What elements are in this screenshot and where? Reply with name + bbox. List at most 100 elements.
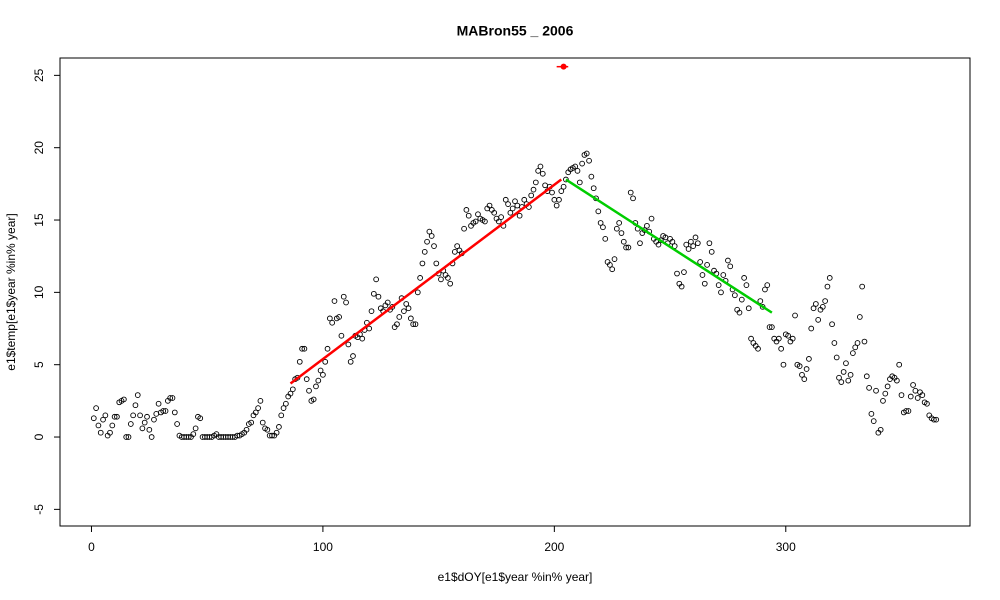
point — [463, 207, 470, 213]
point — [725, 257, 731, 264]
point — [718, 289, 724, 296]
point — [704, 262, 710, 268]
point — [551, 196, 558, 203]
point — [102, 412, 109, 419]
point — [625, 244, 632, 251]
fit-line — [289, 178, 563, 385]
point — [299, 345, 305, 352]
point — [678, 283, 685, 290]
point — [894, 377, 900, 384]
point — [148, 434, 155, 440]
point — [692, 234, 699, 241]
point — [595, 208, 602, 215]
x-tick-label: 200 — [544, 540, 564, 554]
point — [438, 276, 444, 283]
point — [706, 240, 713, 247]
y-tick-label: 5 — [32, 361, 46, 368]
y-tick-label: 15 — [32, 213, 46, 227]
point — [602, 235, 609, 242]
point — [623, 244, 629, 251]
point — [373, 276, 379, 283]
plot-frame — [59, 57, 971, 527]
point — [347, 358, 354, 365]
marker-point — [560, 63, 567, 70]
point — [931, 416, 937, 423]
point — [785, 332, 791, 339]
point — [403, 301, 410, 307]
point — [655, 241, 662, 248]
y-tick-label: 0 — [32, 433, 46, 440]
x-tick-label: 0 — [88, 540, 95, 554]
point — [394, 321, 400, 328]
point — [454, 243, 460, 249]
point — [896, 361, 903, 368]
point — [681, 269, 687, 275]
point — [579, 160, 585, 167]
point — [428, 233, 435, 239]
point — [866, 384, 872, 391]
point — [822, 298, 828, 304]
point — [123, 434, 130, 440]
point — [683, 241, 690, 248]
point — [558, 188, 565, 194]
point — [907, 393, 914, 400]
point — [933, 416, 940, 423]
point — [898, 392, 905, 398]
point — [697, 259, 703, 265]
point — [331, 298, 338, 304]
y-tick-label: 10 — [32, 285, 46, 299]
point — [498, 214, 504, 220]
point — [414, 289, 421, 296]
point — [572, 163, 579, 170]
point — [755, 345, 761, 352]
point — [257, 398, 264, 404]
point — [808, 325, 815, 332]
point — [287, 390, 294, 397]
point — [90, 415, 97, 422]
point — [410, 321, 417, 328]
point — [472, 218, 479, 225]
point — [192, 425, 199, 432]
point — [327, 315, 333, 322]
point — [324, 345, 331, 352]
point — [350, 353, 356, 359]
point — [597, 220, 604, 226]
point — [648, 215, 655, 222]
point — [627, 189, 634, 196]
point — [590, 185, 597, 192]
point — [801, 376, 808, 383]
point — [153, 411, 160, 417]
point — [273, 429, 280, 436]
point — [766, 324, 773, 330]
point — [329, 319, 336, 326]
point — [613, 225, 620, 232]
point — [609, 266, 616, 273]
point — [132, 402, 139, 409]
point — [366, 325, 373, 332]
point — [532, 179, 539, 186]
point — [644, 222, 650, 229]
point — [243, 426, 250, 433]
point — [303, 376, 310, 383]
point — [283, 400, 289, 407]
point — [762, 286, 768, 293]
point — [743, 282, 750, 288]
point — [803, 366, 810, 372]
point — [528, 192, 535, 199]
point — [815, 316, 822, 323]
point — [831, 340, 838, 346]
point — [419, 260, 426, 267]
point — [861, 338, 868, 345]
point — [134, 392, 141, 398]
point — [417, 275, 423, 281]
point — [863, 373, 870, 380]
point — [840, 369, 847, 375]
point — [345, 341, 352, 348]
point — [396, 314, 403, 320]
point — [607, 262, 613, 268]
point — [688, 238, 694, 245]
point — [155, 400, 162, 407]
point — [185, 434, 192, 440]
